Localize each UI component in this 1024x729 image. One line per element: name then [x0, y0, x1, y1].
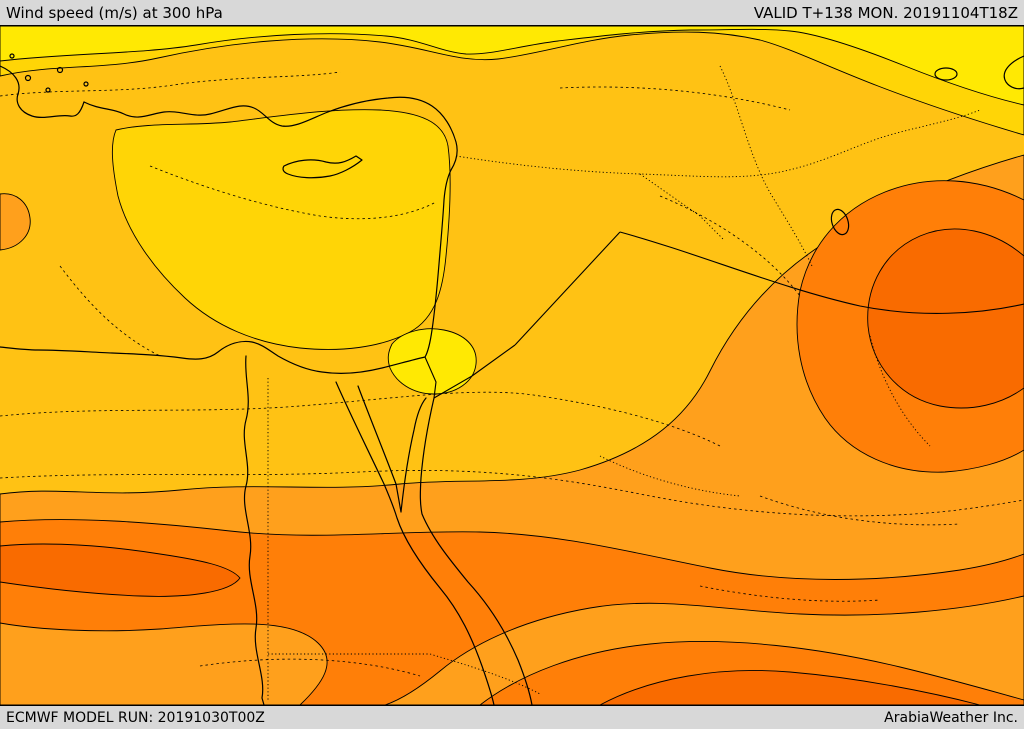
country-borders-solid [424, 231, 1024, 399]
intermediate-contours [0, 71, 1024, 677]
band-deepest-orange-bottom-core [599, 670, 981, 705]
band-deepest-orange-left-core [0, 543, 241, 597]
band-yellow-mediterranean-lobe [111, 109, 451, 350]
chart-title: Wind speed (m/s) at 300 hPa [6, 3, 223, 22]
coast-turkey-levant-egypt [0, 96, 458, 374]
lake-icon [830, 208, 850, 236]
coastlines [0, 53, 1024, 705]
wind-speed-bands [0, 26, 1024, 705]
coast-cyprus [282, 155, 363, 179]
map-area [0, 26, 1024, 705]
aegean-island-icon [83, 81, 89, 87]
footer-bar: ECMWF MODEL RUN: 20191030T00Z ArabiaWeat… [0, 705, 1024, 729]
coast-red-sea-east [419, 397, 533, 705]
band-deepest-orange-right-core [867, 228, 1024, 409]
wind-map-svg [0, 26, 1024, 705]
coast-red-sea-west [335, 381, 495, 705]
lake-icon [934, 67, 958, 81]
aegean-island-icon [45, 87, 51, 93]
coast-sinai [357, 385, 427, 513]
aegean-island-icon [56, 66, 64, 74]
model-run-label: ECMWF MODEL RUN: 20191030T00Z [6, 709, 265, 726]
band-bright-yellow-top [0, 26, 1024, 106]
country-borders-dotted [267, 65, 981, 702]
header-bar: Wind speed (m/s) at 300 hPa VALID T+138 … [0, 0, 1024, 26]
band-orange-left-edge [0, 193, 31, 251]
provider-label: ArabiaWeather Inc. [884, 709, 1018, 726]
band-deep-orange-bottom [0, 519, 1024, 705]
aegean-island-icon [24, 74, 32, 82]
river-nile [243, 355, 265, 705]
coast-northeast [1003, 55, 1024, 90]
coast-aegean [0, 65, 85, 119]
aegean-island-icon [9, 53, 15, 59]
valid-time-label: VALID T+138 MON. 20191104T18Z [753, 3, 1018, 22]
